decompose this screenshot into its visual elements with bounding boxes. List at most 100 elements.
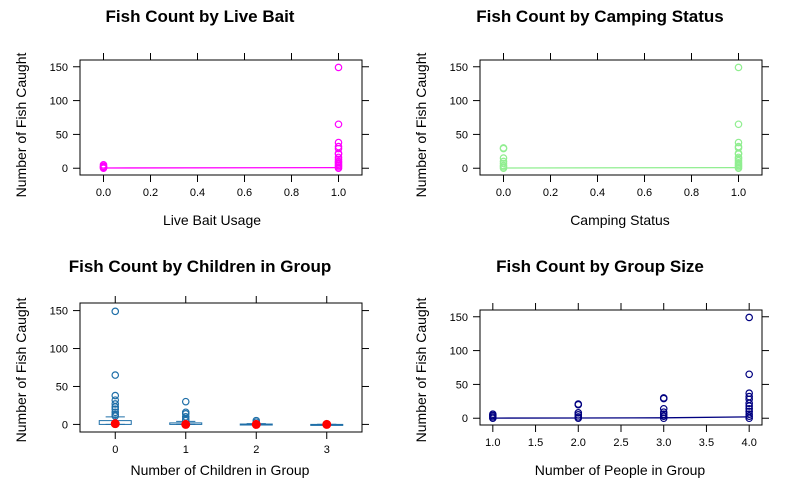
x-tick-label: 0	[112, 444, 118, 456]
panel-camping-status: Fish Count by Camping Status Camping Sta…	[413, 7, 769, 228]
y-axis-label: Number of Fish Caught	[413, 53, 429, 198]
y-tick-label: 100	[50, 344, 68, 356]
y-tick-label: 50	[456, 129, 468, 141]
x-tick-label: 0.2	[143, 187, 158, 199]
y-tick-label: 50	[56, 129, 68, 141]
y-tick-label: 150	[50, 62, 68, 74]
median-point	[251, 419, 261, 429]
median-point	[110, 419, 120, 429]
box-2	[239, 416, 273, 429]
x-tick-label: 3.0	[656, 437, 671, 449]
y-axis-label: Number of Fish Caught	[13, 53, 29, 198]
panel-group-size: Fish Count by Group Size Number of Peopl…	[413, 257, 769, 478]
panel-title: Fish Count by Live Bait	[106, 7, 295, 26]
outlier-point	[111, 400, 120, 408]
outlier-point	[111, 391, 120, 400]
outlier-point	[111, 405, 120, 414]
data-point	[734, 153, 743, 162]
box-0	[98, 307, 132, 429]
x-tick-label: 0.6	[237, 187, 252, 199]
data-point	[574, 400, 583, 408]
y-tick-label: 100	[450, 346, 468, 358]
x-tick-label: 0.4	[190, 187, 205, 199]
plot-frame	[79, 59, 363, 176]
data-point	[659, 404, 668, 413]
y-tick-label: 100	[450, 96, 468, 108]
median-point	[181, 419, 191, 429]
x-tick-label: 0.8	[684, 187, 699, 199]
x-tick-label: 2.5	[613, 437, 628, 449]
x-tick-label: 1.5	[528, 437, 543, 449]
data-point	[745, 313, 753, 322]
x-tick-label: 3	[324, 444, 330, 456]
x-tick-label: 2	[253, 444, 259, 456]
data-point	[99, 161, 108, 169]
outlier-point	[111, 410, 120, 419]
x-tick-label: 0.8	[284, 187, 299, 199]
data-point	[734, 120, 743, 129]
data-point	[499, 157, 508, 166]
x-tick-label: 3.5	[699, 437, 714, 449]
data-point	[499, 154, 508, 162]
x-tick-label: 0.6	[637, 187, 652, 199]
outlier-point	[111, 408, 120, 417]
y-tick-label: 150	[450, 312, 468, 324]
box-3	[310, 419, 344, 429]
data-point	[734, 138, 743, 147]
plot-frame	[79, 302, 363, 433]
data-point	[334, 120, 343, 129]
x-tick-label: 1.0	[485, 437, 500, 449]
x-tick-label: 0.4	[590, 187, 605, 199]
data-point	[734, 142, 743, 151]
data-point	[659, 408, 668, 416]
data-point	[659, 394, 668, 402]
trend-line	[492, 416, 750, 419]
x-tick-label: 0.0	[96, 187, 111, 199]
outlier-point	[111, 396, 120, 404]
data-point	[745, 407, 753, 416]
x-tick-label: 4.0	[742, 437, 757, 449]
data-point	[745, 370, 753, 379]
plot-frame	[479, 309, 763, 426]
data-point	[734, 63, 743, 72]
y-tick-label: 0	[462, 413, 468, 425]
x-tick-label: 0.0	[496, 187, 511, 199]
y-tick-label: 50	[56, 381, 68, 393]
data-point	[334, 63, 343, 72]
outlier-point	[181, 397, 190, 406]
data-point	[489, 410, 497, 418]
data-point	[334, 138, 343, 147]
x-tick-label: 1.0	[331, 187, 346, 199]
panel-live-bait: Fish Count by Live Bait Live Bait Usage …	[13, 7, 369, 228]
data-point	[745, 392, 753, 401]
panel-title: Fish Count by Children in Group	[69, 257, 332, 276]
x-axis-label: Number of Children in Group	[131, 462, 310, 478]
data-point	[745, 404, 753, 413]
y-tick-label: 150	[50, 306, 68, 318]
x-tick-label: 2.0	[571, 437, 586, 449]
y-tick-label: 0	[62, 419, 68, 431]
median-point	[322, 419, 332, 429]
y-tick-label: 100	[50, 96, 68, 108]
data-point	[574, 409, 583, 417]
y-axis-label: Number of Fish Caught	[413, 298, 429, 443]
y-tick-label: 0	[62, 163, 68, 175]
x-tick-label: 0.2	[543, 187, 558, 199]
panel-title: Fish Count by Group Size	[496, 257, 704, 276]
data-point	[745, 389, 753, 398]
data-point	[334, 142, 343, 151]
box-1	[169, 397, 203, 429]
y-tick-label: 50	[456, 379, 468, 391]
outlier-point	[181, 408, 190, 417]
data-point	[499, 144, 508, 152]
y-axis-label: Number of Fish Caught	[13, 298, 29, 443]
data-point	[334, 153, 343, 162]
panel-title: Fish Count by Camping Status	[476, 7, 723, 26]
outlier-point	[111, 371, 120, 379]
x-axis-label: Camping Status	[570, 212, 670, 228]
plot-frame	[479, 59, 763, 176]
x-tick-label: 1	[183, 444, 189, 456]
y-tick-label: 150	[450, 62, 468, 74]
